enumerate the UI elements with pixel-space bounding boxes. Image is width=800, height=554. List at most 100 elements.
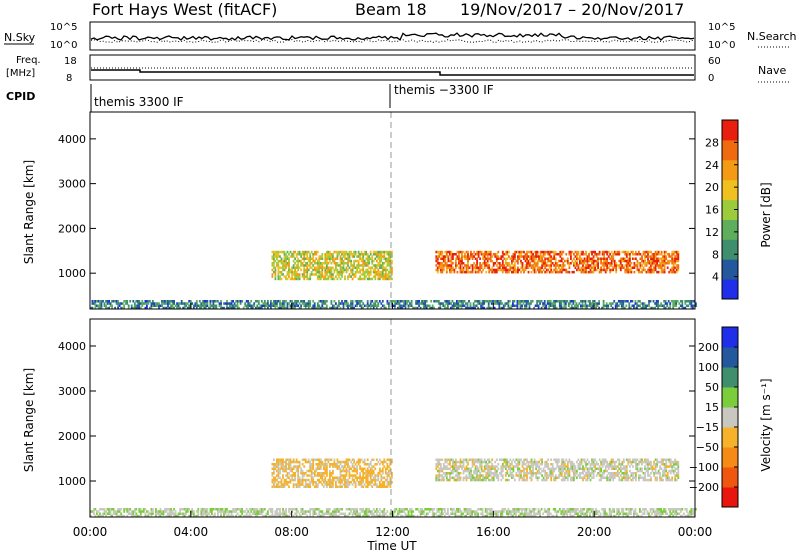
heatmap-cell-0 [662,472,664,475]
heatmap-cell-1 [333,460,336,464]
heatmap-cell-0 [536,250,539,254]
heatmap-cell-1 [350,268,352,272]
heatmap-cell-1 [345,467,348,470]
heatmap-cell-2 [366,300,369,303]
heatmap-cell-2 [498,302,501,305]
heatmap-cell-0 [497,266,500,269]
heatmap-cell-0 [576,469,578,473]
heatmap-cell-1 [292,485,295,488]
heatmap-cell-1 [330,483,333,486]
heatmap-cell-2 [675,302,678,305]
heatmap-cell-2 [401,300,404,303]
heatmap-cell-0 [641,268,643,272]
heatmap-cell-0 [526,469,528,473]
heatmap-cell-1 [365,253,368,256]
heatmap-cell-0 [603,253,605,256]
heatmap-cell-2 [322,512,325,515]
heatmap-cell-0 [523,458,525,461]
heatmap-cell-1 [297,264,299,267]
heatmap-cell-1 [313,253,316,256]
heatmap-cell-1 [286,474,289,477]
heatmap-cell-0 [477,476,480,479]
heatmap-cell-1 [288,264,290,267]
heatmap-cell-0 [650,266,652,269]
heatmap-cell-0 [517,270,519,274]
heatmap-cell-1 [344,268,346,272]
heatmap-cell-2 [279,300,281,303]
heatmap-cell-0 [557,460,560,464]
heatmap-cell-0 [452,472,454,475]
heatmap-cell-1 [383,268,386,272]
heatmap-cell-2 [150,304,153,307]
heatmap-cell-1 [306,273,309,276]
heatmap-cell-0 [514,262,516,265]
heatmap-cell-2 [332,304,334,307]
heatmap-cell-0 [613,465,616,468]
heatmap-cell-1 [350,481,352,484]
heatmap-cell-1 [357,460,360,464]
heatmap-cell-1 [342,478,345,482]
heatmap-cell-0 [521,478,524,482]
heatmap-cell-0 [580,467,583,470]
heatmap-cell-1 [330,266,333,269]
heatmap-cell-0 [447,264,450,267]
heatmap-cell-0 [562,463,565,466]
heatmap-cell-0 [439,467,442,470]
heatmap-cell-2 [451,304,454,307]
heatmap-cell-0 [644,255,646,258]
heatmap-cell-0 [485,262,488,265]
heatmap-cell-0 [517,467,519,470]
heatmap-cell-1 [324,481,327,484]
heatmap-cell-0 [580,253,583,256]
heatmap-cell-2 [614,302,617,305]
heatmap-cell-0 [471,255,474,258]
heatmap-cell-2 [374,300,377,303]
heatmap-cell-2 [602,302,605,305]
heatmap-cell-1 [335,268,337,272]
heatmap-cell-0 [462,266,465,269]
heatmap-cell-0 [442,268,445,272]
heatmap-cell-0 [550,474,553,477]
heatmap-cell-2 [672,300,675,303]
heatmap-cell-0 [591,460,593,464]
heatmap-cell-1 [377,472,380,475]
heatmap-cell-1 [388,273,390,276]
heatmap-cell-0 [480,478,483,482]
heatmap-cell-0 [435,465,438,468]
heatmap-cell-0 [524,257,527,260]
heatmap-cell-1 [344,460,346,464]
heatmap-cell-2 [528,306,531,310]
heatmap-cell-0 [582,270,584,274]
heatmap-cell-2 [575,304,578,307]
heatmap-cell-1 [286,463,289,466]
heatmap-cell-0 [609,270,612,274]
heatmap-cell-0 [606,250,609,254]
heatmap-cell-2 [102,514,104,518]
heatmap-cell-0 [657,257,660,260]
heatmap-cell-1 [322,478,325,482]
heatmap-cell-1 [357,255,360,258]
heatmap-cell-1 [319,266,322,269]
heatmap-cell-2 [610,302,613,305]
heatmap-cell-2 [123,306,126,310]
heatmap-cell-2 [90,510,92,513]
heatmap-cell-0 [621,460,624,464]
heatmap-cell-1 [372,270,375,274]
heatmap-cell-1 [348,275,351,278]
heatmap-cell-0 [647,255,649,258]
heatmap-cell-2 [307,510,310,513]
heatmap-cell-0 [470,472,472,475]
heatmap-cell-0 [438,463,441,466]
heatmap-cell-0 [554,458,557,461]
heatmap-cell-0 [654,458,657,461]
heatmap-cell-2 [183,512,186,515]
heatmap-cell-0 [458,478,460,482]
heatmap-cell-0 [491,268,494,272]
heatmap-cell-1 [303,478,306,482]
heatmap-cell-2 [174,510,177,513]
heatmap-cell-0 [565,472,568,475]
heatmap-cell-2 [333,514,336,518]
heatmap-cell-2 [602,304,605,307]
heatmap-cell-2 [114,512,116,515]
heatmap-cell-1 [291,270,293,274]
